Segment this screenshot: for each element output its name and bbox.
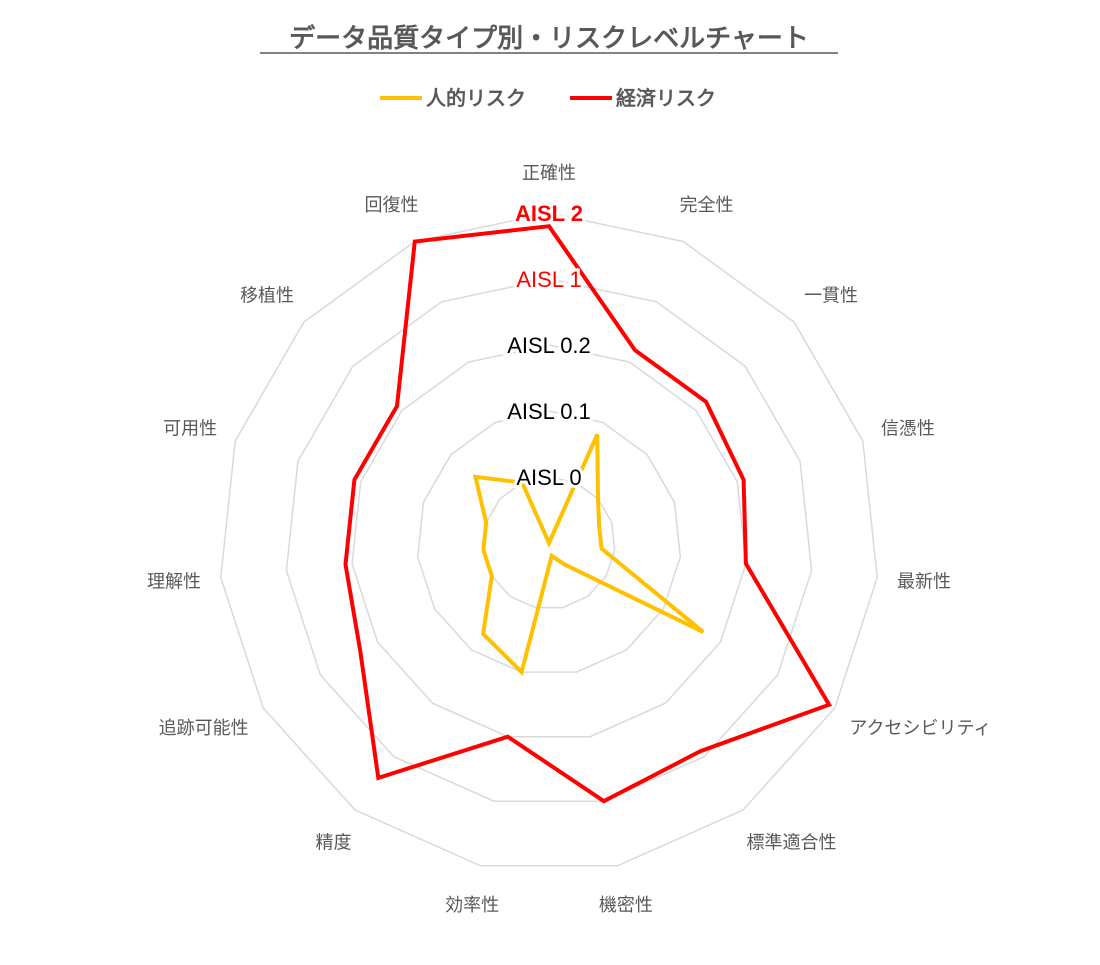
axis-label-14: 回復性 bbox=[365, 195, 419, 216]
axis-label-0: 正確性 bbox=[522, 163, 576, 184]
axis-label-7: 機密性 bbox=[599, 895, 653, 916]
level-label-3: AISL 1 bbox=[516, 267, 581, 292]
level-label-1: AISL 0.1 bbox=[507, 399, 591, 424]
series-group bbox=[343, 224, 833, 804]
axis-label-3: 信憑性 bbox=[881, 419, 935, 440]
axis-label-4: 最新性 bbox=[897, 572, 951, 593]
level-label-2: AISL 0.2 bbox=[507, 333, 591, 358]
grid-ring-2 bbox=[416, 410, 682, 673]
axis-label-6: 標準適合性 bbox=[747, 832, 837, 853]
chart-title-group: データ品質タイプ別・リスクレベルチャート bbox=[260, 23, 838, 54]
chart-title: データ品質タイプ別・リスクレベルチャート bbox=[289, 23, 809, 54]
level-label-4: AISL 2 bbox=[515, 201, 583, 226]
axis-label-9: 精度 bbox=[316, 832, 352, 853]
axis-label-8: 効率性 bbox=[445, 895, 499, 916]
axis-label-2: 一貫性 bbox=[804, 285, 858, 306]
level-labels: AISL 0 AISL 0.1 AISL 0.2 AISL 1 AISL 2 bbox=[504, 198, 594, 493]
axis-label-13: 移植性 bbox=[240, 285, 294, 306]
axis-label-5: アクセシビリティ bbox=[849, 718, 991, 739]
grid-ring-3 bbox=[351, 344, 747, 738]
axis-label-12: 可用性 bbox=[163, 419, 217, 440]
level-label-0: AISL 0 bbox=[516, 465, 581, 490]
axis-label-11: 理解性 bbox=[147, 572, 201, 593]
radar-grid bbox=[220, 212, 878, 867]
axis-label-10: 追跡可能性 bbox=[159, 718, 249, 739]
legend-label-1: 経済リスク bbox=[616, 86, 716, 110]
series-line-1 bbox=[343, 224, 833, 804]
grid-ring-4 bbox=[285, 278, 813, 802]
chart-legend: 人的リスク 経済リスク bbox=[380, 86, 716, 110]
series-line-0 bbox=[472, 433, 705, 676]
axis-label-1: 完全性 bbox=[680, 195, 734, 216]
grid-ring-5 bbox=[220, 212, 878, 867]
grid-ring-1 bbox=[482, 476, 616, 609]
legend-label-0: 人的リスク bbox=[426, 86, 526, 110]
